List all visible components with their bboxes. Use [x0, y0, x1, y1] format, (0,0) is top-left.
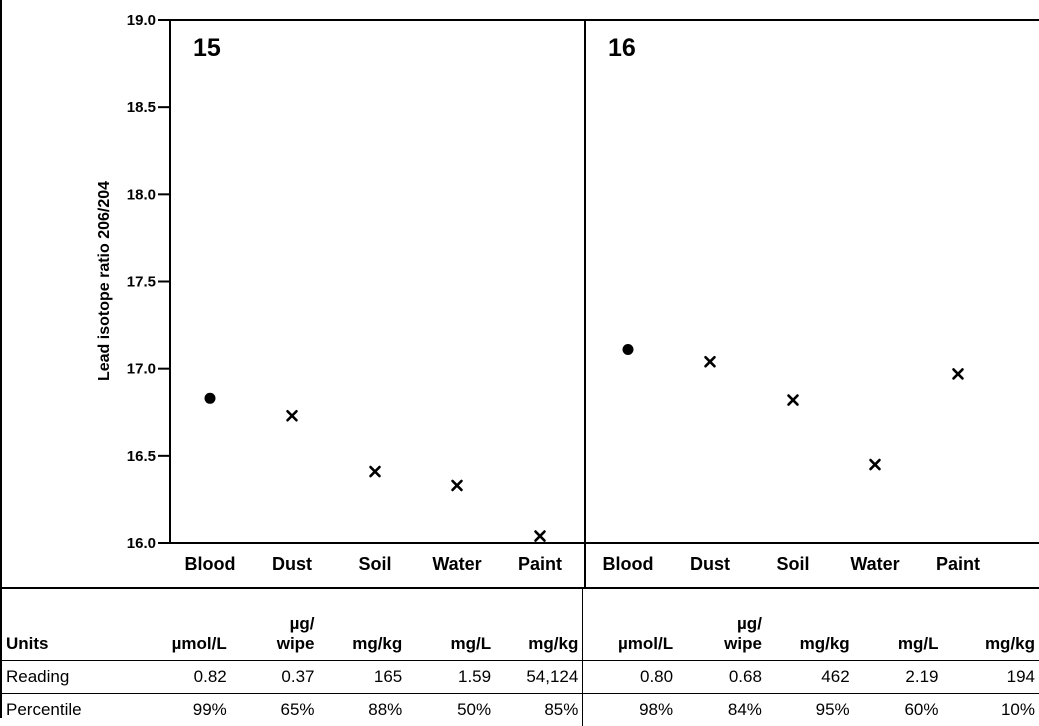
table-cell: 99%: [138, 694, 231, 726]
table-cell: µmol/L: [583, 587, 677, 661]
x-tick-label-blood-15: Blood: [185, 554, 236, 574]
x-tick-label-soil-15: Soil: [358, 554, 391, 574]
isotope-chart: 16.0 16.5 17.0 17.5 18.0 18.5 19.0 Lead isotope…: [0, 0, 1039, 587]
table-cell: 194: [943, 661, 1039, 694]
table-cell: mg/kg: [319, 587, 407, 661]
y-tick-label-16.5: 16.5: [127, 448, 156, 465]
table-cell: 0.68: [677, 661, 766, 694]
x-tick-label-dust-16: Dust: [690, 554, 730, 574]
x-tick-label-water-16: Water: [850, 554, 899, 574]
table-cell: 54,124: [495, 661, 583, 694]
table-cell: 165: [319, 661, 407, 694]
point-15-water: [453, 481, 462, 490]
table-cell: 0.80: [583, 661, 677, 694]
row-label: Reading: [0, 661, 138, 694]
point-15-paint: [536, 532, 545, 541]
table-cell: µg/wipe: [231, 587, 319, 661]
table-cell: mg/L: [406, 587, 495, 661]
panel-label-15: 15: [193, 34, 221, 62]
table-cell: 50%: [406, 694, 495, 726]
table-cell: mg/L: [854, 587, 943, 661]
table-cell: 65%: [231, 694, 319, 726]
table-cell: µg/wipe: [677, 587, 766, 661]
row-label: Units: [0, 587, 138, 661]
table-cell: 2.19: [854, 661, 943, 694]
table-cell: 60%: [854, 694, 943, 726]
y-tick-label-18.0: 18.0: [127, 186, 156, 203]
point-16-water: [871, 460, 880, 469]
table-cell: 98%: [583, 694, 677, 726]
point-16-blood: [623, 344, 634, 355]
table-cell: 95%: [766, 694, 854, 726]
point-15-dust: [288, 411, 297, 420]
y-tick-label-17.0: 17.0: [127, 361, 156, 378]
x-tick-label-water-15: Water: [432, 554, 481, 574]
table-cell: mg/kg: [495, 587, 583, 661]
point-15-soil: [371, 467, 380, 476]
y-tick-label-19.0: 19.0: [127, 12, 156, 29]
table-cell: 88%: [319, 694, 407, 726]
y-tick-label-17.5: 17.5: [127, 274, 156, 291]
table-cell: 1.59: [406, 661, 495, 694]
table-cell: 462: [766, 661, 854, 694]
x-tick-label-paint-15: Paint: [518, 554, 562, 574]
table-cell: 0.82: [138, 661, 231, 694]
table-cell: 0.37: [231, 661, 319, 694]
point-16-dust: [706, 357, 715, 366]
point-16-soil: [789, 396, 798, 405]
x-tick-label-blood-16: Blood: [603, 554, 654, 574]
point-16-paint: [954, 369, 963, 378]
x-tick-label-paint-16: Paint: [936, 554, 980, 574]
panel-label-16: 16: [608, 34, 636, 62]
table-cell: mg/kg: [943, 587, 1039, 661]
table-cell: 84%: [677, 694, 766, 726]
x-tick-label-soil-16: Soil: [776, 554, 809, 574]
table-cell: 10%: [943, 694, 1039, 726]
y-axis-label: Lead isotope ratio 206/204: [96, 181, 113, 381]
table-cell: 85%: [495, 694, 583, 726]
x-tick-label-dust-15: Dust: [272, 554, 312, 574]
y-tick-label-18.5: 18.5: [127, 99, 156, 116]
y-tick-label-16.0: 16.0: [127, 535, 156, 552]
point-15-blood: [205, 393, 216, 404]
table-cell: µmol/L: [138, 587, 231, 661]
row-label: Percentile: [0, 694, 138, 726]
table-cell: mg/kg: [766, 587, 854, 661]
